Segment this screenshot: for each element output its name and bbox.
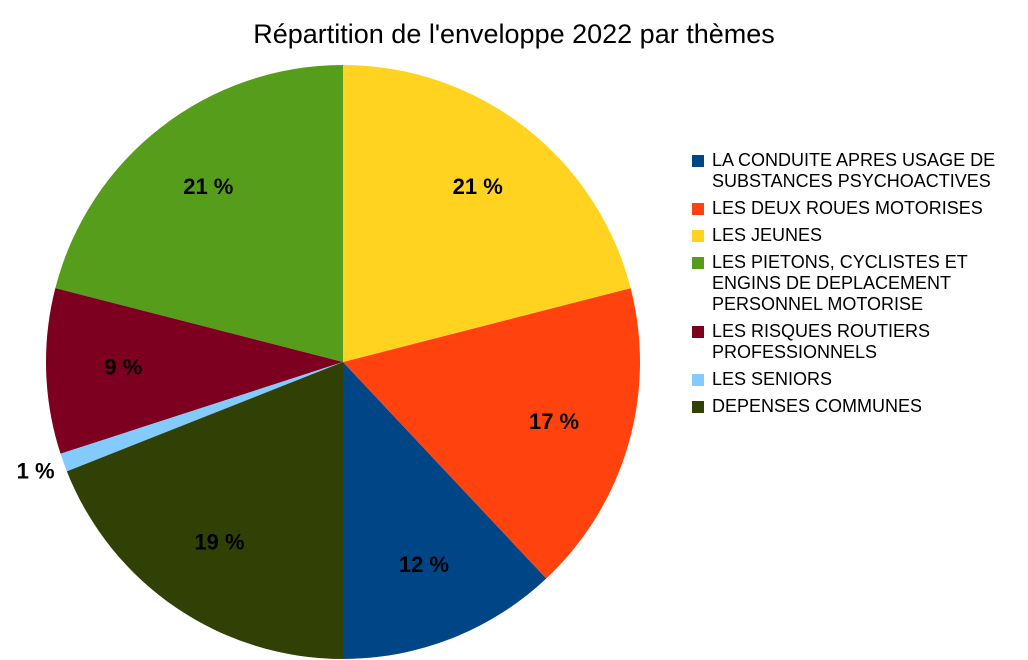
value-label: 12 %	[399, 552, 449, 577]
legend-label: LES PIETONS, CYCLISTES ET ENGINS DE DEPL…	[712, 252, 968, 314]
value-label: 21 %	[183, 174, 233, 199]
legend-item: LA CONDUITE APRES USAGE DE SUBSTANCES PS…	[692, 150, 1028, 192]
pie-slice	[60, 362, 343, 472]
legend-swatch	[692, 374, 704, 386]
legend-label: LES SENIORS	[712, 369, 833, 389]
legend: LA CONDUITE APRES USAGE DE SUBSTANCES PS…	[692, 150, 1028, 423]
legend-item: LES JEUNES	[692, 225, 1028, 246]
legend-swatch	[692, 401, 704, 413]
value-label: 17 %	[529, 409, 579, 434]
pie-slice	[343, 288, 640, 579]
pie-slice	[343, 362, 547, 659]
value-label: 19 %	[194, 530, 244, 555]
value-label: 9 %	[104, 355, 142, 380]
value-label: 1 %	[17, 458, 55, 483]
legend-label: LA CONDUITE APRES USAGE DE SUBSTANCES PS…	[712, 150, 996, 191]
pie-slice	[46, 288, 344, 454]
legend-swatch	[692, 326, 704, 338]
legend-swatch	[692, 230, 704, 242]
legend-swatch	[692, 155, 704, 167]
value-label: 21 %	[453, 174, 503, 199]
legend-label: LES JEUNES	[712, 225, 823, 245]
chart-title: Répartition de l'enveloppe 2022 par thèm…	[253, 19, 775, 49]
legend-item: LES PIETONS, CYCLISTES ET ENGINS DE DEPL…	[692, 252, 1028, 315]
legend-item: DEPENSES COMMUNES	[692, 396, 1028, 417]
pie-slice	[343, 65, 631, 362]
legend-item: LES RISQUES ROUTIERS PROFESSIONNELS	[692, 321, 1028, 363]
legend-label: LES DEUX ROUES MOTORISES	[712, 198, 983, 218]
legend-item: LES DEUX ROUES MOTORISES	[692, 198, 1028, 219]
legend-label: DEPENSES COMMUNES	[712, 396, 923, 416]
pie-slice	[66, 362, 343, 659]
legend-label: LES RISQUES ROUTIERS PROFESSIONNELS	[712, 321, 931, 362]
pie-slice	[55, 65, 343, 362]
legend-swatch	[692, 257, 704, 269]
legend-item: LES SENIORS	[692, 369, 1028, 390]
legend-swatch	[692, 203, 704, 215]
